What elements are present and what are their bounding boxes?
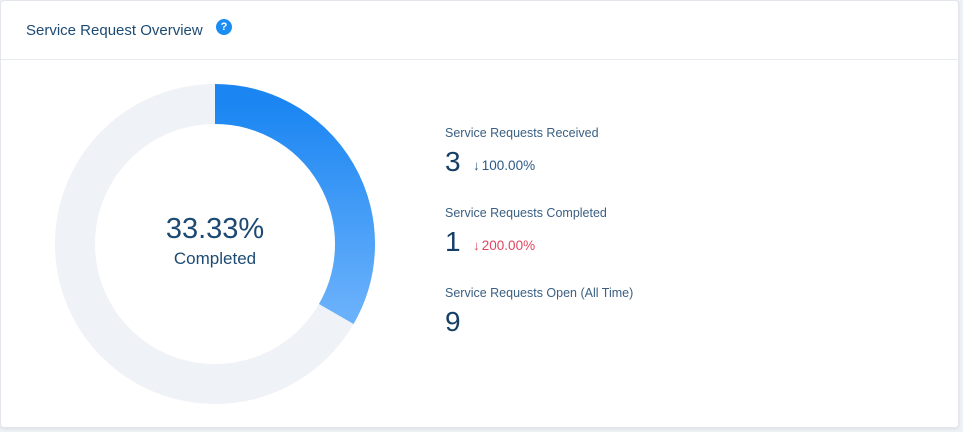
completed-percent: 33.33%: [165, 213, 265, 245]
stat-change-received: ↓ 100.00%: [473, 158, 535, 173]
donut-completed-arc: [214, 84, 375, 324]
donut-chart: [55, 84, 375, 404]
arrow-down-icon: ↓: [473, 157, 480, 173]
completion-donut: 33.33% Completed: [55, 84, 375, 404]
help-icon[interactable]: ?: [216, 19, 232, 35]
stat-label-completed: Service Requests Completed: [445, 206, 607, 220]
stat-label-open: Service Requests Open (All Time): [445, 286, 634, 300]
stat-completed: Service Requests Completed 1 ↓ 200.00%: [445, 206, 607, 257]
stat-value-received: 3: [445, 146, 461, 177]
stat-change-value-completed: 200.00%: [481, 237, 536, 253]
donut-center: 33.33% Completed: [55, 212, 375, 270]
stat-open: Service Requests Open (All Time) 9: [445, 286, 634, 337]
arrow-down-icon: ↓: [473, 237, 480, 253]
stat-change-value-received: 100.00%: [481, 157, 536, 173]
stat-label-received: Service Requests Received: [445, 126, 599, 140]
card-title: Service Request Overview: [26, 22, 203, 39]
stat-received: Service Requests Received 3 ↓ 100.00%: [445, 126, 599, 177]
stat-value-completed: 1: [445, 226, 461, 257]
card-header: Service Request Overview ?: [1, 1, 958, 60]
stat-value-open: 9: [445, 306, 461, 337]
stat-change-completed: ↓ 200.00%: [473, 238, 535, 253]
completed-label: Completed: [173, 249, 257, 268]
